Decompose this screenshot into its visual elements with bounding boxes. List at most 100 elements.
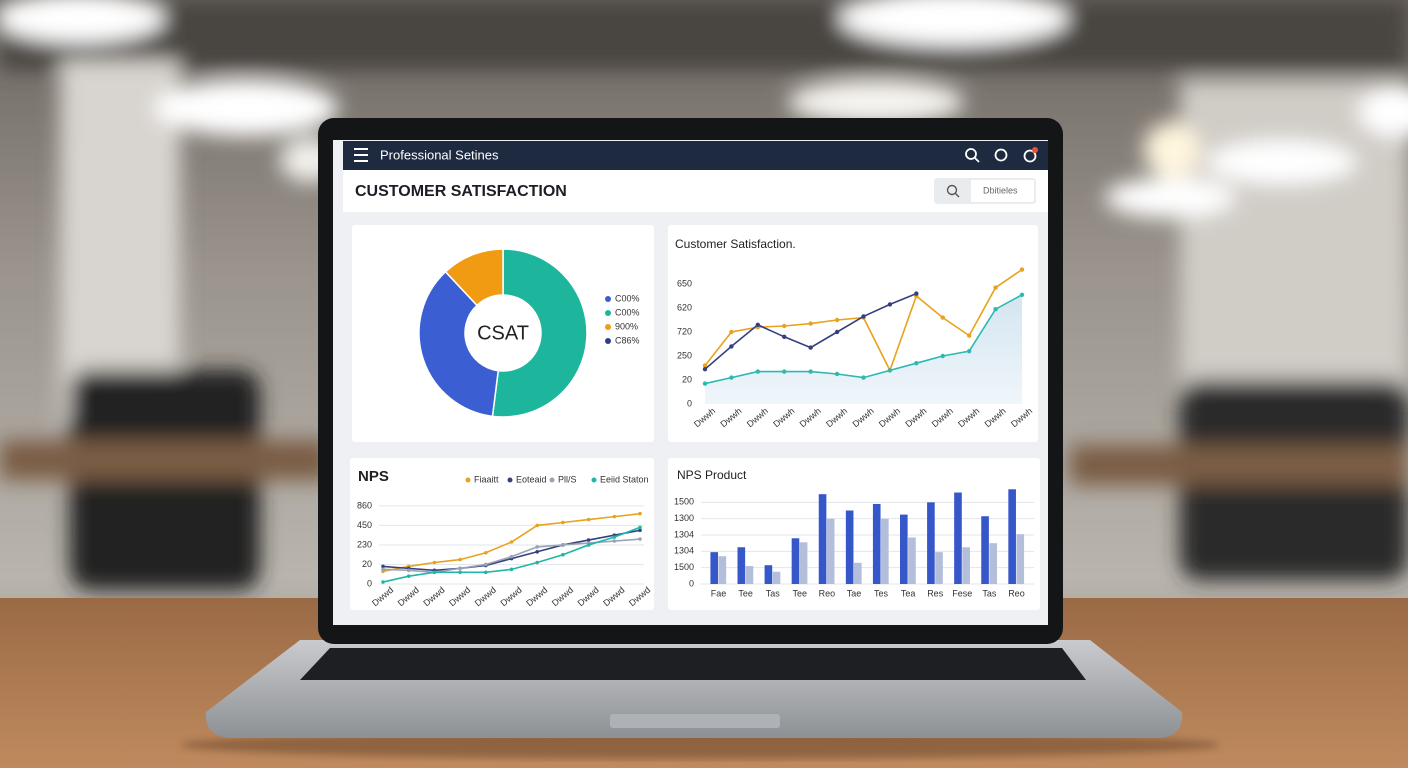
point (535, 523, 539, 528)
y-tick-label: 0 (687, 398, 692, 408)
point (808, 369, 813, 374)
y-tick-label: 650 (677, 278, 692, 288)
x-tick-label: Reo (819, 588, 836, 598)
bar (826, 518, 835, 584)
keyboard (300, 648, 1086, 680)
bar (745, 566, 754, 584)
x-tick-label: Tea (901, 588, 916, 598)
point (861, 314, 866, 319)
y-tick-label: 620 (677, 302, 692, 312)
bar (710, 552, 719, 584)
bar (981, 516, 989, 584)
bar (935, 552, 943, 584)
point (808, 345, 813, 350)
legend-swatch (549, 477, 555, 483)
point (993, 307, 998, 312)
legend-swatch (605, 338, 611, 344)
y-tick-label: 450 (357, 520, 372, 530)
point (509, 554, 514, 559)
notification-dot (1032, 147, 1038, 153)
y-tick-label: 0 (367, 578, 372, 588)
header-icons[interactable] (965, 148, 1037, 163)
office-blur (0, 0, 1408, 590)
point (993, 285, 998, 290)
legend-label: C86% (615, 335, 640, 345)
legend-label: C00% (615, 293, 640, 303)
point (1019, 267, 1025, 272)
page-title: CUSTOMER SATISFACTION (355, 183, 567, 200)
x-tick-label: Fese (952, 588, 972, 598)
point (612, 535, 617, 539)
point (887, 368, 893, 373)
legend-swatch (465, 477, 471, 483)
point (509, 540, 514, 544)
bar (764, 565, 773, 584)
bar (853, 562, 862, 584)
point (561, 543, 565, 547)
x-tick-label: Tee (793, 588, 808, 598)
point (381, 580, 385, 584)
point (432, 570, 437, 575)
point (484, 570, 488, 575)
legend-label: 900% (615, 321, 638, 331)
menu-icon[interactable] (354, 148, 368, 162)
point (782, 334, 787, 339)
legend-swatch (605, 310, 611, 316)
bar (872, 503, 881, 584)
point (782, 369, 787, 374)
y-tick-label: 230 (357, 539, 372, 549)
point (458, 557, 462, 562)
point (940, 315, 945, 320)
chart-title: Customer Satisfaction. (675, 237, 796, 251)
chart-title: NPS (358, 468, 389, 485)
legend-label: Fiaaitt (474, 474, 499, 484)
point (834, 317, 840, 323)
y-tick-label: 1300 (674, 513, 694, 523)
point (586, 517, 591, 522)
title-bar (343, 170, 1048, 212)
point (755, 369, 761, 374)
point (638, 537, 642, 541)
point (509, 567, 514, 572)
legend-label: Eeiid Staton (600, 474, 649, 484)
point (406, 574, 411, 578)
point (729, 329, 734, 335)
legend-label: Pll/S (558, 474, 577, 484)
bar (954, 492, 962, 584)
legend-swatch (605, 296, 611, 302)
x-tick-label: Tas (982, 588, 997, 598)
bar (799, 542, 808, 584)
legend-swatch (591, 477, 597, 483)
bar (818, 494, 827, 584)
point (612, 514, 617, 519)
area (705, 294, 1022, 404)
y-tick-label: 1304 (674, 546, 694, 556)
y-tick-label: 1500 (674, 497, 694, 507)
point (432, 560, 437, 565)
point (586, 538, 591, 542)
y-tick-label: 1304 (674, 529, 694, 539)
point (586, 543, 591, 547)
y-tick-label: 20 (362, 559, 372, 569)
point (484, 550, 488, 555)
point (834, 371, 840, 377)
point (834, 329, 840, 335)
bar (1008, 489, 1016, 584)
x-tick-label: Tee (738, 588, 753, 598)
bar (772, 571, 781, 584)
point (638, 525, 642, 530)
point (561, 520, 565, 525)
point (755, 322, 761, 327)
bar (927, 502, 935, 584)
y-tick-label: 20 (682, 374, 692, 384)
donut-slice (418, 270, 500, 418)
donut-slice (491, 248, 588, 418)
x-tick-label: Res (927, 588, 944, 598)
point (406, 568, 411, 573)
filter-text: Dbitieles (983, 185, 1018, 195)
search-button[interactable] (935, 179, 971, 203)
point (729, 375, 734, 380)
legend-swatch (605, 324, 611, 330)
point (484, 562, 488, 567)
